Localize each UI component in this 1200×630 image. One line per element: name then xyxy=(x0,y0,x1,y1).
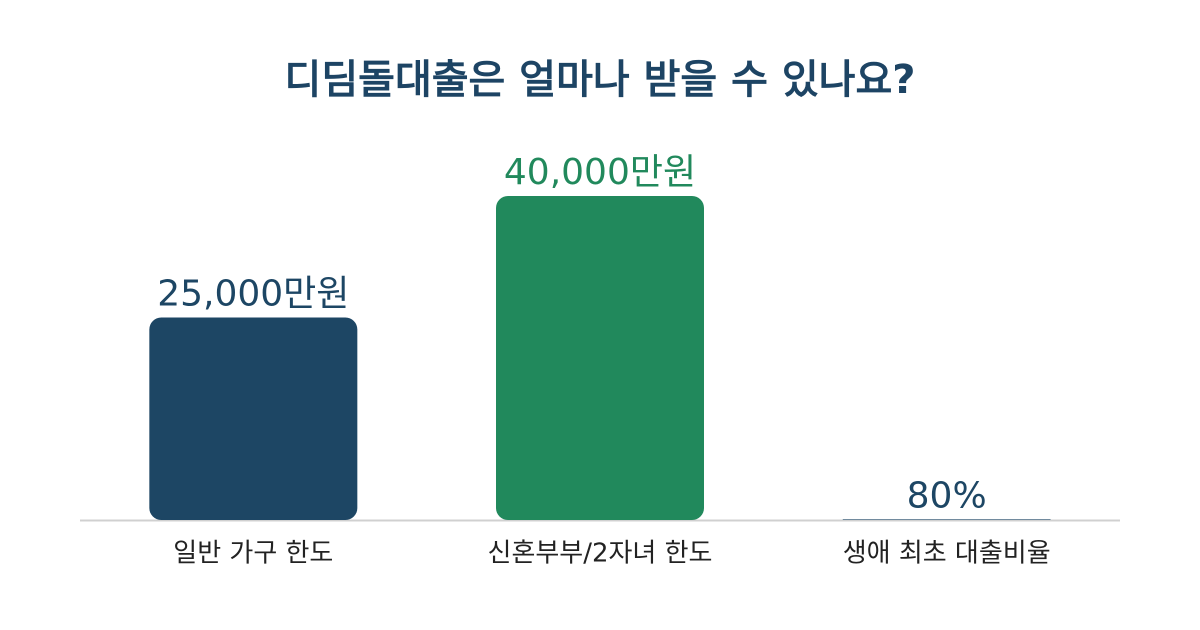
value-label: 80% xyxy=(907,475,987,516)
value-label: 40,000만원 xyxy=(504,152,696,193)
value-label: 25,000만원 xyxy=(157,274,349,315)
x-tick-label: 신혼부부/2자녀 한도 xyxy=(488,539,713,569)
bar xyxy=(842,519,1051,520)
x-tick-label: 일반 가구 한도 xyxy=(173,539,333,569)
bar xyxy=(149,317,358,520)
chart-title: 디딤돌대출은 얼마나 받을 수 있나요? xyxy=(285,57,916,103)
x-tick-label: 생애 최초 대출비율 xyxy=(843,539,1051,569)
bar xyxy=(496,196,704,520)
